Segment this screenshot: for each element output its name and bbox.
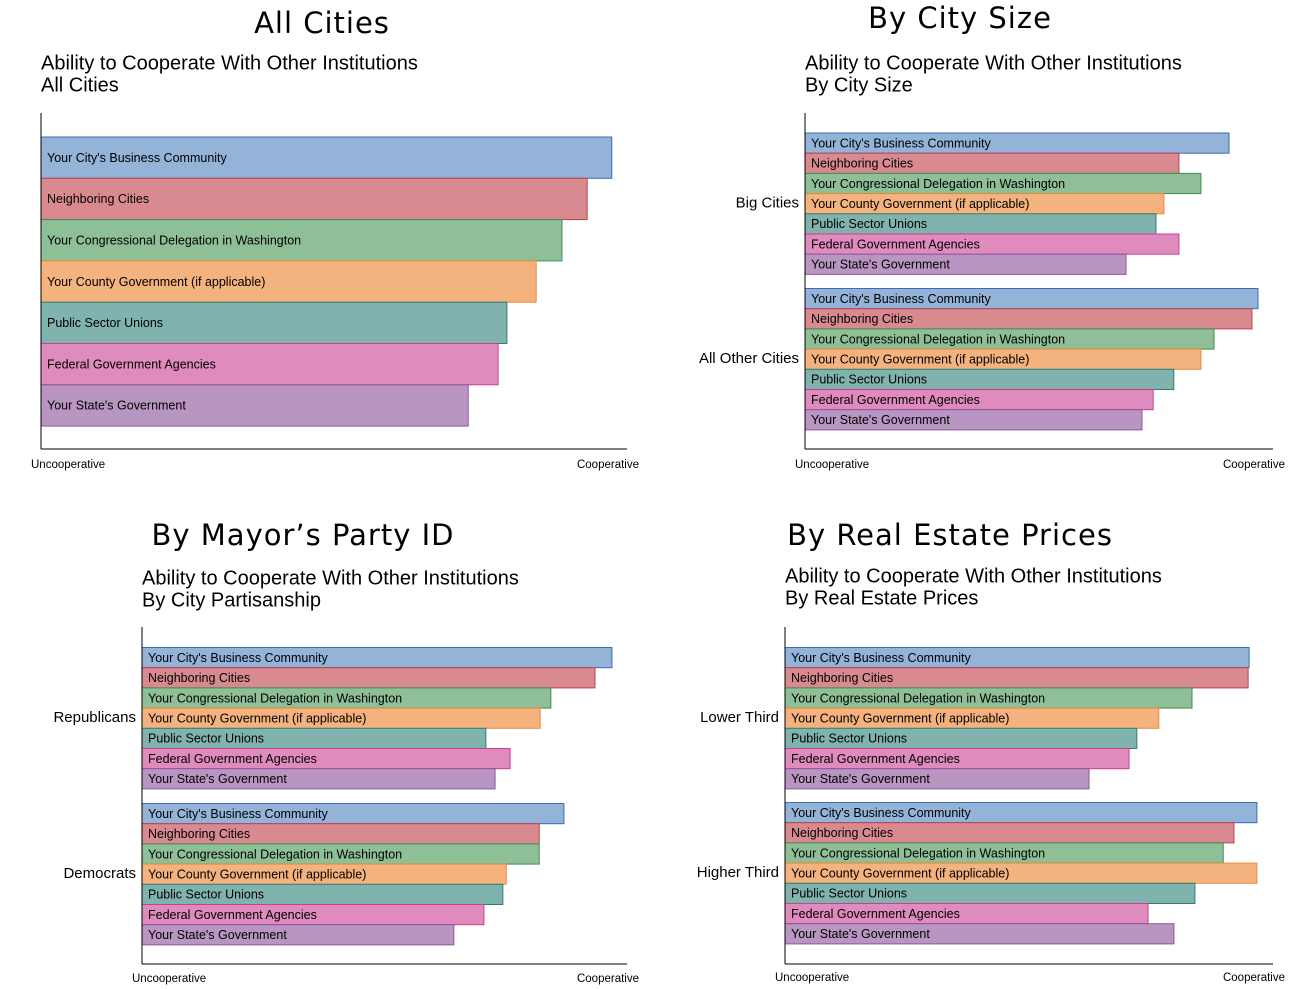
bar-label: Federal Government Agencies [791, 752, 960, 766]
bar-label: Your State's Government [811, 413, 950, 427]
bar-label: Public Sector Unions [811, 373, 927, 387]
bar-label: Your City's Business Community [791, 806, 972, 820]
bar-label: Your City's Business Community [811, 292, 992, 306]
group-label: Democrats [63, 865, 136, 882]
bar-label: Your State's Government [811, 258, 950, 272]
chart-title: Ability to Cooperate With Other Institut… [142, 567, 519, 589]
bar-label: Neighboring Cities [811, 157, 913, 171]
bar [40, 177, 588, 221]
chart-title: Ability to Cooperate With Other Institut… [785, 565, 1162, 587]
bar-label: Your Congressional Delegation in Washing… [791, 691, 1045, 705]
chart-subtitle: By City Partisanship [142, 589, 321, 611]
bar-label: Federal Government Agencies [148, 752, 317, 766]
x-tick-label: Cooperative [1223, 972, 1285, 984]
group-label: Republicans [53, 709, 136, 726]
bar-label: Your County Government (if applicable) [791, 711, 1009, 725]
bar-label: Your County Government (if applicable) [811, 197, 1029, 211]
panel-heading: By City Size [868, 1, 1052, 35]
bar-label: Public Sector Unions [47, 316, 163, 330]
bar-label: Your County Government (if applicable) [791, 866, 1009, 880]
bar-label: Your City's Business Community [148, 807, 329, 821]
bar-label: Public Sector Unions [791, 732, 907, 746]
bar-label: Your State's Government [148, 928, 287, 942]
bar-label: Neighboring Cities [791, 671, 893, 685]
group-label: All Other Cities [699, 350, 799, 367]
group-label: Higher Third [697, 864, 779, 881]
bar-label: Your Congressional Delegation in Washing… [148, 847, 402, 861]
panel-heading: All Cities [254, 6, 390, 40]
bar-label: Your County Government (if applicable) [811, 352, 1029, 366]
bar [40, 343, 499, 386]
bar [40, 384, 469, 427]
bar-label: Your City's Business Community [148, 651, 329, 665]
bar-label: Your City's Business Community [811, 136, 992, 150]
bar-label: Your Congressional Delegation in Washing… [811, 332, 1065, 346]
group-label: Lower Third [700, 709, 779, 726]
bar [40, 136, 613, 179]
bar-label: Neighboring Cities [148, 827, 250, 841]
bar-label: Your Congressional Delegation in Washing… [47, 234, 301, 248]
bar-label: Your Congressional Delegation in Washing… [811, 177, 1065, 191]
bar-label: Your County Government (if applicable) [148, 867, 366, 881]
bar-label: Federal Government Agencies [47, 357, 216, 371]
bar-label: Federal Government Agencies [791, 907, 960, 921]
x-tick-label: Uncooperative [31, 459, 105, 471]
bar-label: Your State's Government [791, 772, 930, 786]
panel-heading: By Mayor’s Party ID [152, 518, 455, 552]
bar-label: Public Sector Unions [811, 217, 927, 231]
bar-label: Neighboring Cities [148, 671, 250, 685]
x-tick-label: Cooperative [577, 459, 639, 471]
bar-label: Your State's Government [148, 772, 287, 786]
x-tick-label: Cooperative [577, 973, 639, 985]
bar-label: Public Sector Unions [791, 887, 907, 901]
bar-label: Your County Government (if applicable) [47, 275, 265, 289]
chart-title: Ability to Cooperate With Other Institut… [41, 52, 418, 74]
bar [40, 219, 563, 262]
bar-label: Neighboring Cities [811, 312, 913, 326]
bar-label: Your County Government (if applicable) [148, 711, 366, 725]
bar-label: Federal Government Agencies [811, 393, 980, 407]
panel-heading: By Real Estate Prices [787, 518, 1113, 552]
bar-label: Your State's Government [791, 927, 930, 941]
bar-label: Your State's Government [47, 399, 186, 413]
x-tick-label: Uncooperative [775, 972, 849, 984]
group-label: Big Cities [736, 195, 799, 212]
bar-label: Neighboring Cities [791, 826, 893, 840]
chart-subtitle: All Cities [41, 74, 119, 96]
chart-subtitle: By City Size [805, 74, 913, 96]
bar-label: Your Congressional Delegation in Washing… [148, 691, 402, 705]
bar-label: Your Congressional Delegation in Washing… [791, 846, 1045, 860]
bar-label: Public Sector Unions [148, 732, 264, 746]
x-tick-label: Uncooperative [795, 459, 869, 471]
bar-label: Federal Government Agencies [148, 908, 317, 922]
chart-subtitle: By Real Estate Prices [785, 587, 978, 609]
x-tick-label: Cooperative [1223, 459, 1285, 471]
bar-label: Federal Government Agencies [811, 237, 980, 251]
chart-title: Ability to Cooperate With Other Institut… [805, 52, 1182, 74]
bar [40, 301, 508, 345]
x-tick-label: Uncooperative [132, 973, 206, 985]
bar-label: Neighboring Cities [47, 192, 149, 206]
bar-label: Your City's Business Community [791, 651, 972, 665]
bar [40, 260, 537, 303]
bar-label: Public Sector Unions [148, 888, 264, 902]
bar-label: Your City's Business Community [47, 151, 228, 165]
